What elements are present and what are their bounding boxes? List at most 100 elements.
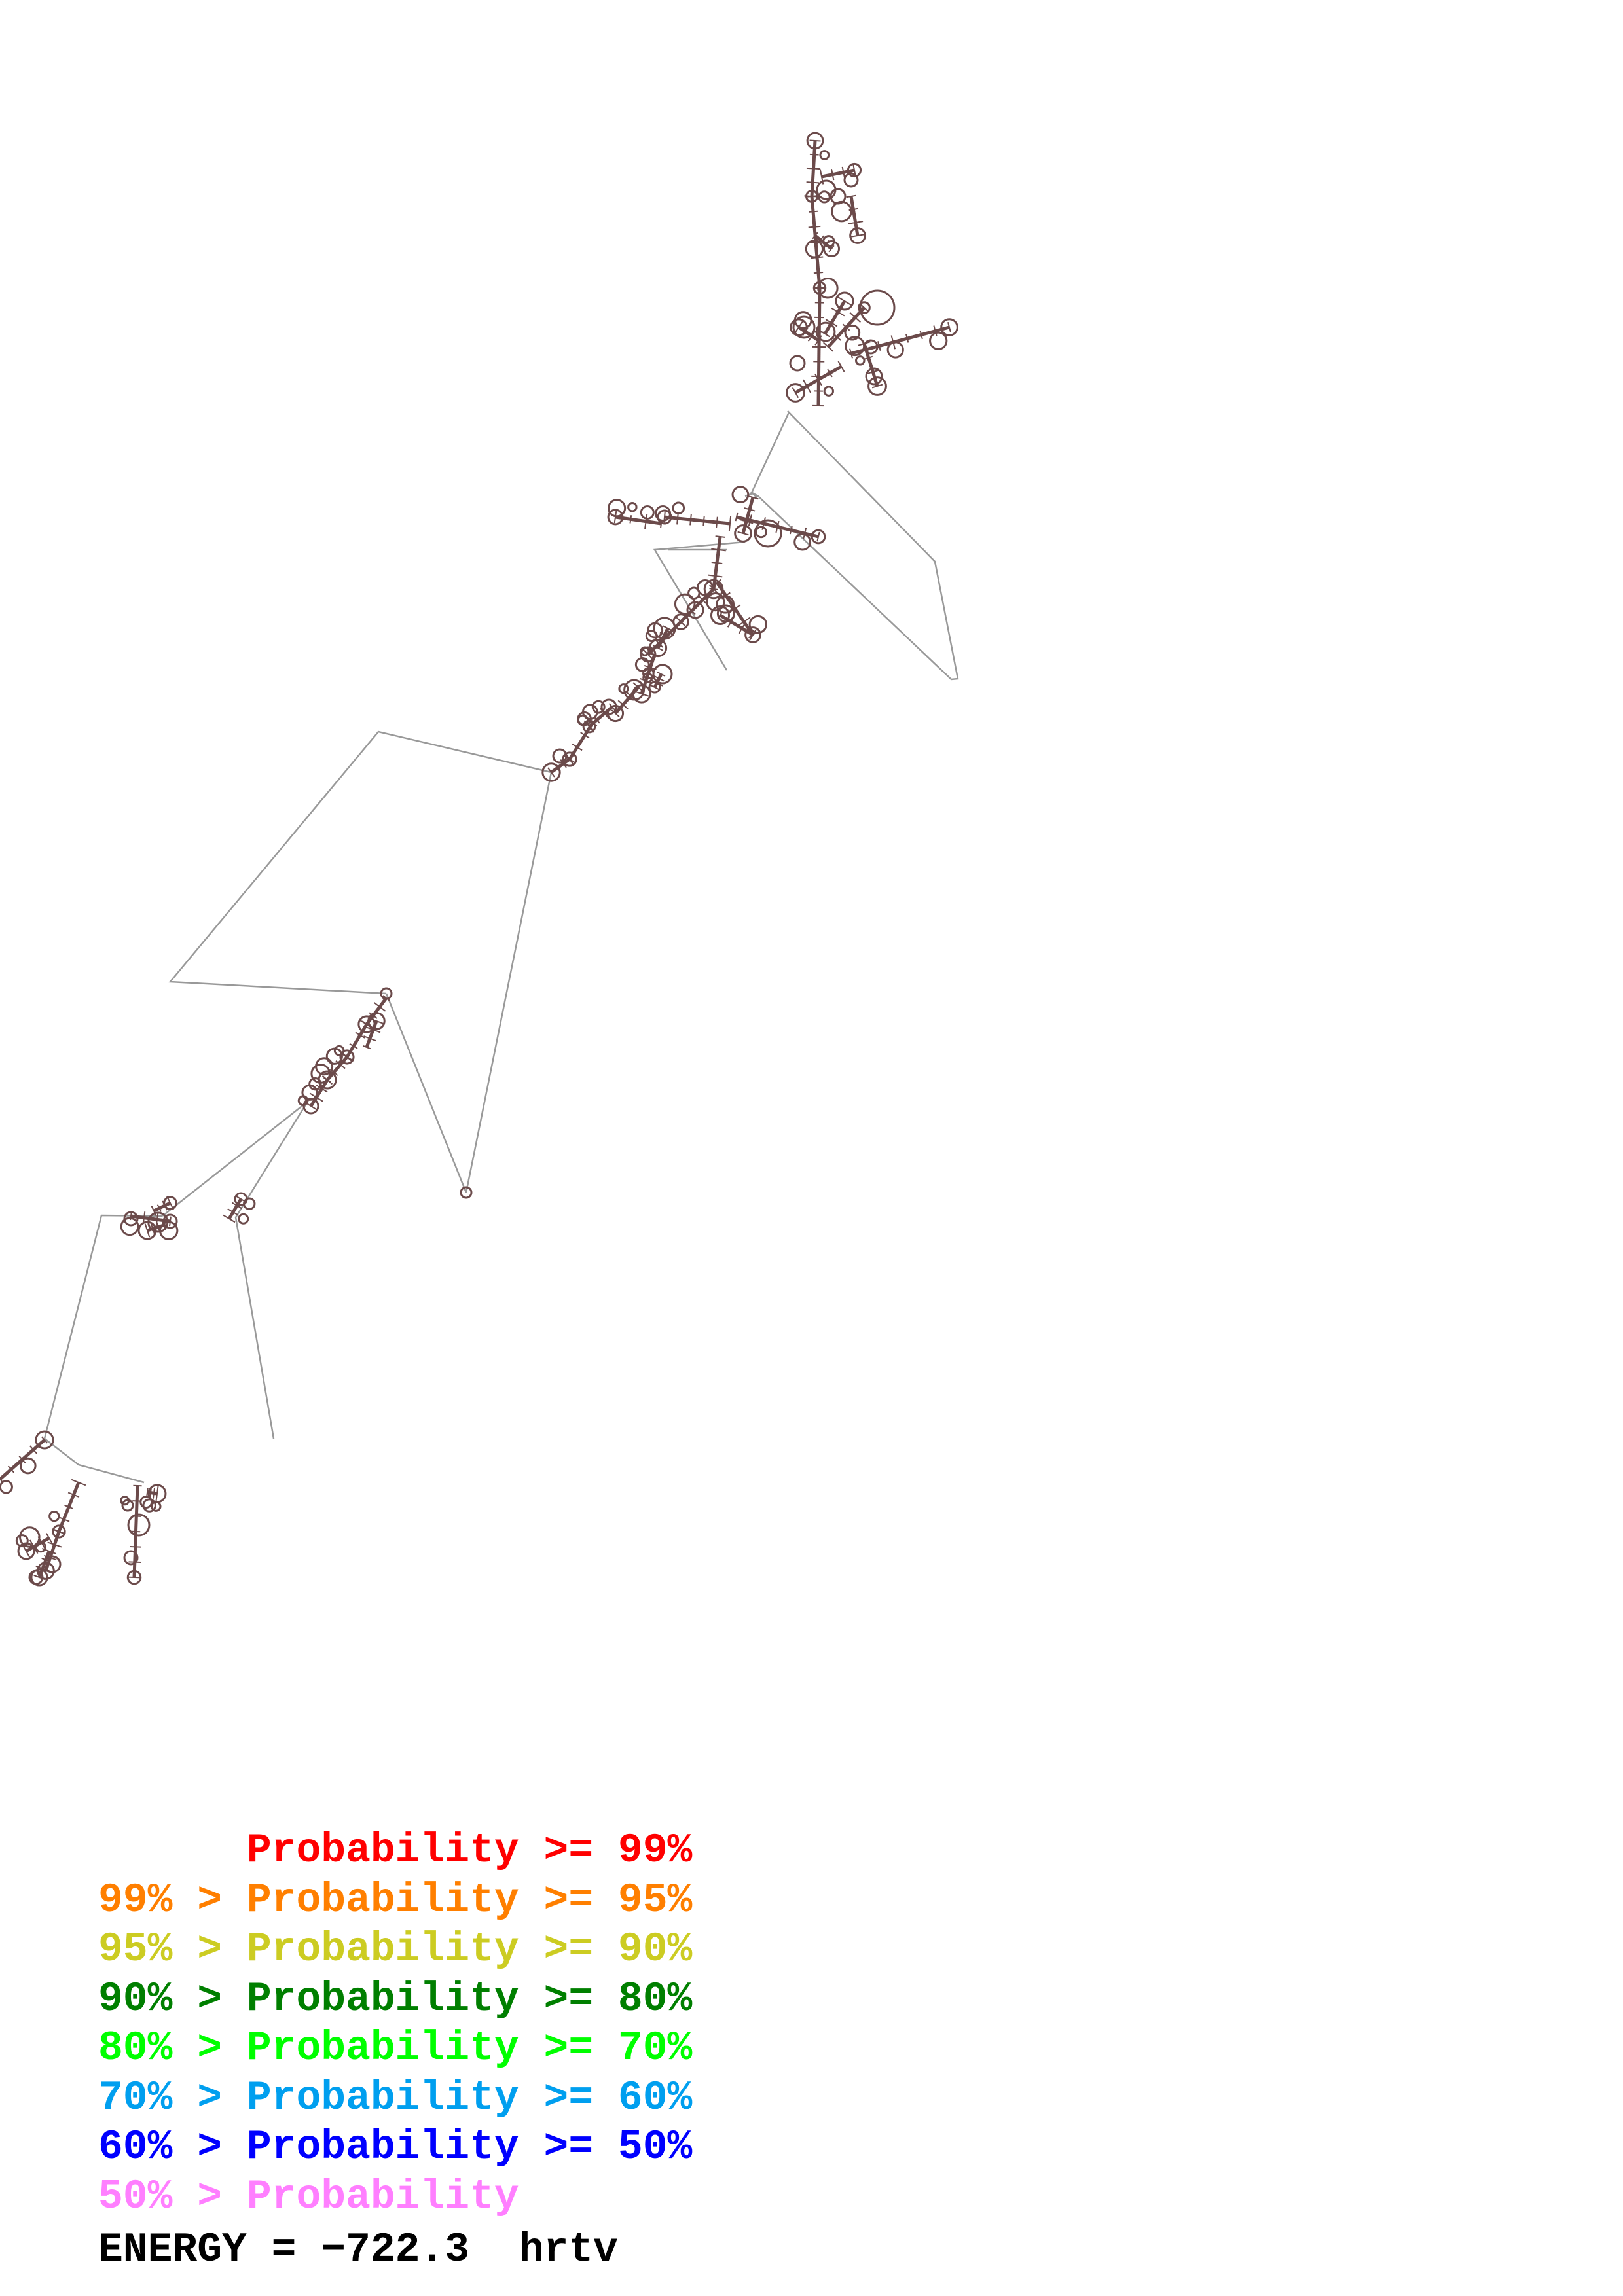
base-pair [712,579,721,586]
base-pair [662,625,674,632]
hairpin-loop [238,1213,249,1225]
base-pair [825,319,838,327]
backbone-line [162,1101,308,1217]
base-pair [789,526,793,535]
base-pair [150,1223,156,1235]
hairpin-loop [339,1049,355,1065]
helix-clusters [0,132,958,1587]
hairpin-loop [831,200,852,223]
hairpin-loop [600,698,617,715]
base-pair [369,1018,384,1024]
hairpin-loop [716,595,735,614]
backbone-line [385,993,467,1193]
hairpin-loop [19,1457,37,1475]
base-pair [816,531,820,542]
energy-label: ENERGY = [98,2227,321,2273]
helix-stem [153,1201,172,1213]
hairpin-loop [754,519,782,548]
base-pair [708,574,723,578]
helix-stem [797,325,820,342]
base-pair [58,1516,70,1522]
hairpin-loop [847,162,862,178]
backbone-line [744,412,790,497]
hairpin-loop [634,657,650,672]
helix-stem [823,300,847,335]
hairpin-loop [162,1213,178,1229]
legend-row-prefix: 99% > [98,1876,247,1924]
base-pair [155,1486,159,1501]
hairpin-loop [137,1221,157,1240]
hairpin-loop [460,1186,473,1199]
legend-row-prefix: 60% > [98,2124,247,2170]
base-pair [608,703,616,711]
hairpin-loop [43,1555,62,1573]
hairpin-loop [849,227,866,244]
hairpin-loop [744,626,761,643]
hairpin-loop [642,672,653,683]
base-pair [814,335,822,346]
hairpin-loop [367,1012,386,1030]
base-pair [848,221,864,224]
base-pair [709,584,718,594]
hairpin-loop [562,751,577,767]
base-pair [362,1045,371,1050]
base-pair [877,341,881,351]
base-pair [580,732,590,739]
hairpin-loop [380,987,393,1000]
hairpin-loop [302,1098,319,1115]
hairpin-loop [127,1513,151,1537]
hairpin-loop [147,1484,167,1503]
hairpin-loop [123,1550,139,1566]
base-pair [806,181,819,184]
base-pair [735,512,739,522]
hairpin-loop [607,499,627,518]
helix-stem [326,1056,348,1081]
hairpin-loop [940,318,958,336]
backbone-line [750,410,959,681]
base-pair [933,325,938,337]
base-pair [813,272,824,274]
base-pair [849,312,862,323]
base-pair [814,373,822,386]
hairpin-loop [710,605,731,626]
base-pair [41,1436,48,1444]
base-pair [792,387,799,399]
base-pair [155,1221,161,1233]
hairpin-loop [835,291,854,311]
hairpin-loop [786,383,805,403]
helix-stem [44,1531,61,1571]
base-pair [365,1026,381,1033]
legend-row-label: Probability >= 80% [246,1975,693,2022]
legend-row-prefix: 70% > [98,2074,247,2121]
base-pair [572,744,583,751]
base-pair [822,342,834,352]
base-pair [7,1465,15,1473]
hairpin-loop [855,355,866,366]
hairpin-loop [126,1570,142,1585]
hairpin-loop [591,700,606,714]
base-pair [0,1478,4,1483]
base-pair [369,1012,378,1019]
base-pair [808,225,821,228]
base-pair [850,234,865,238]
base-pair [812,232,818,240]
helix-stem [664,515,731,526]
helix-stem [365,997,388,1026]
legend-row-label: Probability >= 90% [246,1926,693,1973]
base-pair [739,518,754,524]
backbone-line [234,1101,309,1439]
hairpin-loop [655,505,672,522]
hairpin-loop [865,367,883,386]
base-pair [711,561,723,565]
hairpin-loop [755,526,767,539]
base-pair [151,1206,157,1216]
base-pair [716,516,718,528]
base-pair [827,368,833,378]
hairpin-loop [815,321,836,342]
base-pair [155,1211,159,1228]
base-pair [744,507,756,512]
base-pair [748,514,752,526]
hairpin-loop [325,1047,343,1065]
hairpin-loop [929,331,948,350]
hairpin-loop [789,355,806,372]
